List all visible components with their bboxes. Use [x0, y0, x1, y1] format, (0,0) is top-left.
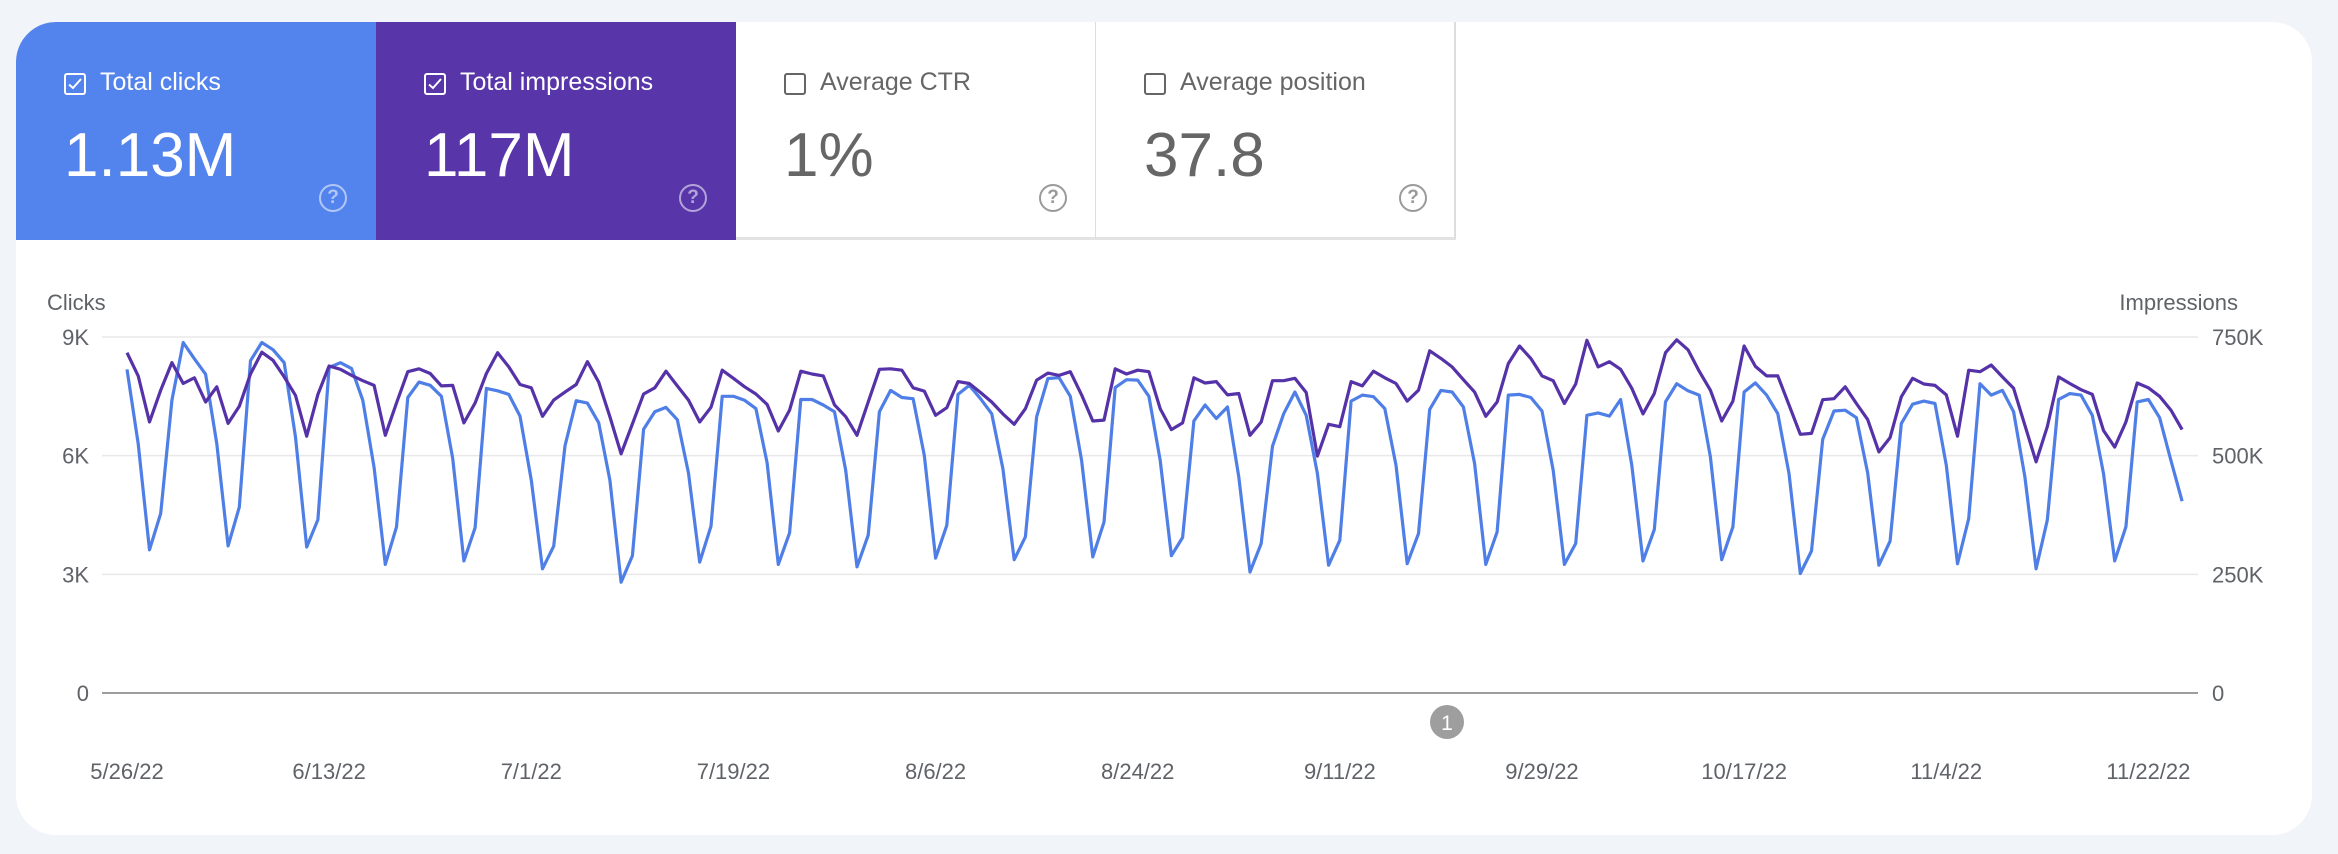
metric-label: Average CTR [820, 68, 971, 96]
metric-value: 117M [424, 121, 575, 190]
help-icon[interactable]: ? [319, 184, 347, 212]
metric-tile-total-impressions[interactable]: Total impressions 117M ? [376, 22, 736, 240]
metric-tile-total-clicks[interactable]: Total clicks 1.13M ? [16, 22, 376, 240]
annotation-badge-label: 1 [1441, 712, 1453, 735]
metric-tile-average-ctr[interactable]: Average CTR 1% ? [736, 22, 1096, 240]
x-tick-label: 10/17/22 [1701, 759, 1787, 784]
right-tick-label: 500K [2212, 444, 2264, 469]
right-tick-label: 750K [2212, 325, 2264, 350]
metric-tile-average-position[interactable]: Average position 37.8 ? [1096, 22, 1456, 240]
left-tick-label: 9K [62, 325, 89, 350]
checkbox-checked-icon[interactable] [424, 73, 446, 95]
right-tick-label: 0 [2212, 681, 2224, 706]
x-tick-label: 6/13/22 [292, 759, 365, 784]
metric-value: 1.13M [64, 121, 237, 190]
series-line-impressions [125, 338, 2184, 464]
x-tick-label: 5/26/22 [90, 759, 163, 784]
metric-label: Total clicks [100, 68, 221, 96]
x-tick-label: 7/19/22 [697, 759, 770, 784]
help-icon[interactable]: ? [1039, 184, 1067, 212]
annotation-marker[interactable]: 1 [1430, 705, 1464, 739]
help-icon[interactable]: ? [1399, 184, 1427, 212]
metric-value: 37.8 [1144, 121, 1265, 190]
metric-label: Average position [1180, 68, 1366, 96]
x-tick-label: 9/29/22 [1505, 759, 1578, 784]
x-tick-label: 9/11/22 [1304, 759, 1376, 784]
left-tick-label: 3K [62, 562, 89, 587]
left-axis-title: Clicks [47, 290, 106, 315]
series-line-clicks [125, 340, 2184, 584]
x-tick-label: 11/4/22 [1910, 759, 1982, 784]
annotation-badge[interactable] [1430, 705, 1464, 739]
left-tick-label: 6K [62, 444, 89, 469]
checkbox-checked-icon[interactable] [64, 73, 86, 95]
x-tick-label: 8/24/22 [1101, 759, 1174, 784]
x-tick-label: 8/6/22 [905, 759, 966, 784]
x-tick-label: 11/22/22 [2106, 759, 2190, 784]
help-icon[interactable]: ? [679, 184, 707, 212]
performance-card: Total clicks 1.13M ? Total impressions 1… [16, 22, 2312, 835]
left-tick-label: 0 [77, 681, 89, 706]
right-tick-label: 250K [2212, 562, 2264, 587]
x-tick-label: 7/1/22 [501, 759, 562, 784]
metric-value: 1% [784, 121, 874, 190]
right-axis-title: Impressions [2119, 290, 2238, 315]
metric-label: Total impressions [460, 68, 654, 96]
checkbox-unchecked-icon[interactable] [1144, 73, 1166, 95]
checkbox-unchecked-icon[interactable] [784, 73, 806, 95]
